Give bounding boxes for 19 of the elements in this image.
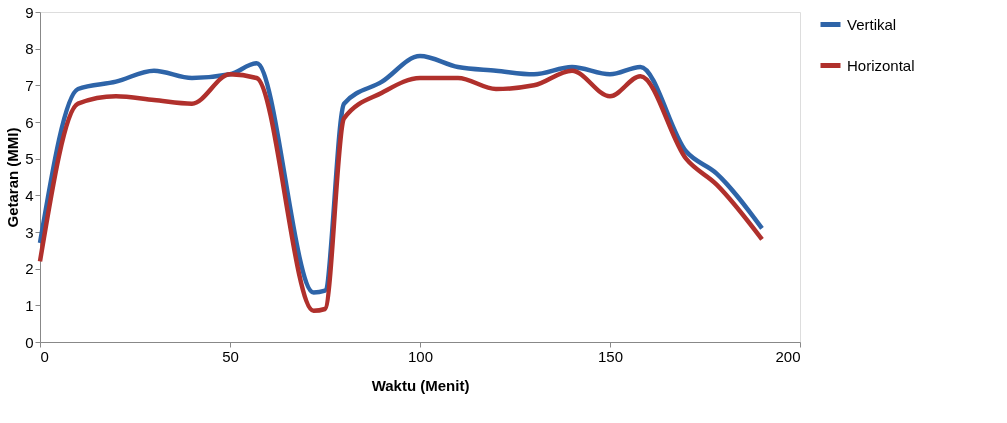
- y-tick-label: 6: [25, 113, 34, 131]
- legend-label: Horizontal: [847, 56, 915, 74]
- y-tick-label: 3: [25, 223, 34, 241]
- x-tick-label: 50: [222, 347, 239, 365]
- x-tick-label: 0: [40, 347, 49, 365]
- y-tick-label: 9: [25, 3, 34, 21]
- x-tick-label: 100: [407, 347, 434, 365]
- x-axis-title: Waktu (Menit): [371, 376, 470, 394]
- x-tick-label: 150: [597, 347, 624, 365]
- y-tick-label: 1: [25, 296, 34, 314]
- y-tick-label: 0: [25, 333, 34, 351]
- y-tick-label: 2: [25, 260, 34, 278]
- y-axis-title: Getaran (MMI): [4, 127, 22, 228]
- y-tick-label: 8: [25, 40, 34, 58]
- y-tick-label: 5: [25, 150, 34, 168]
- legend-label: Vertikal: [847, 15, 897, 33]
- y-tick-label: 7: [25, 76, 34, 94]
- x-tick-label: 200: [775, 347, 801, 365]
- y-tick-label: 4: [25, 186, 34, 204]
